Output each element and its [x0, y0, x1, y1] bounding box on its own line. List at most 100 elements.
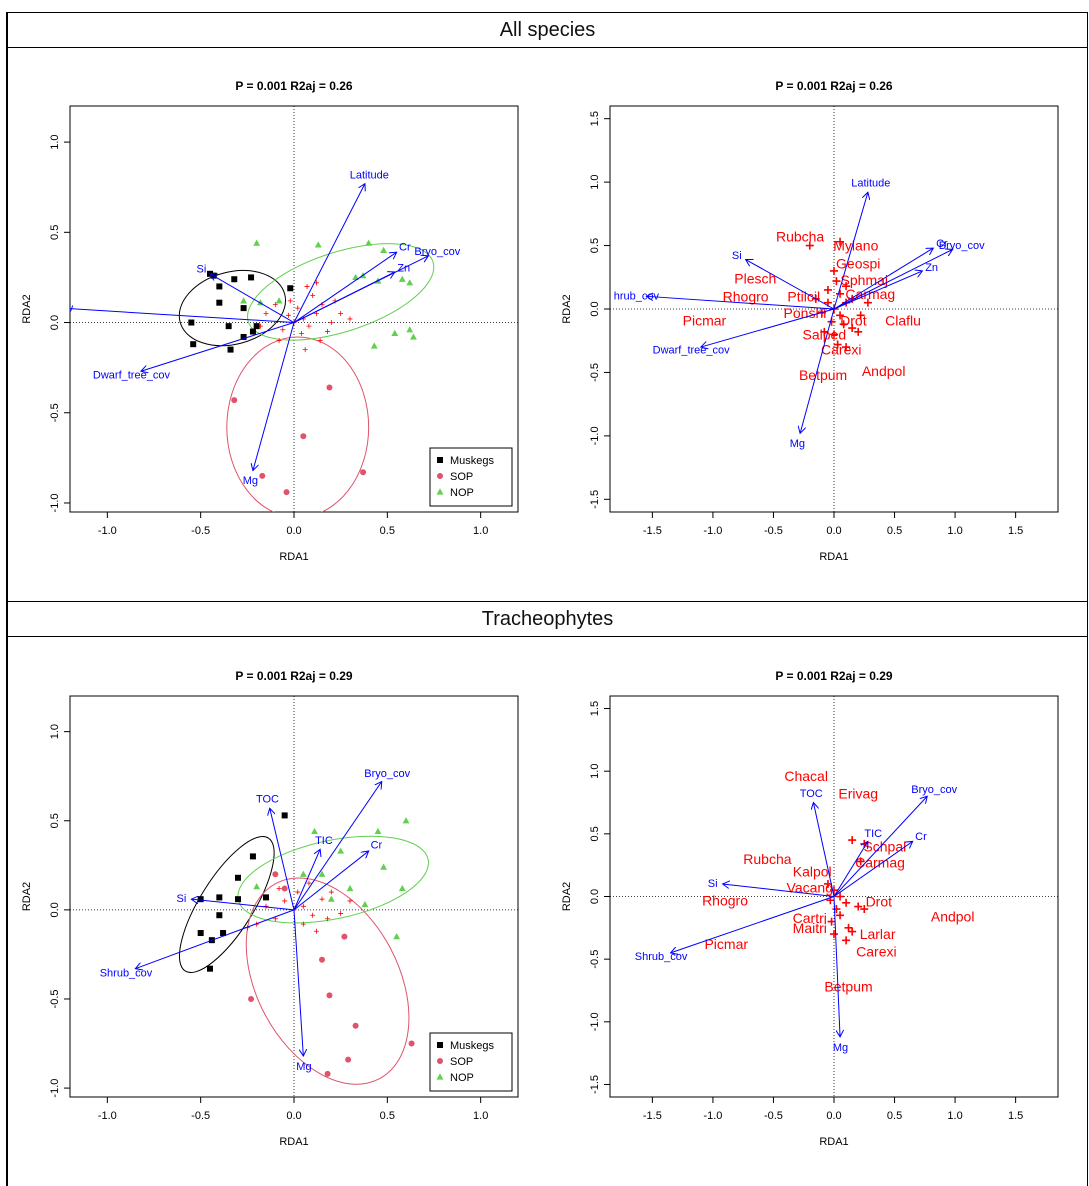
point-nop: [314, 241, 322, 248]
env-arrow-label: Cr: [936, 238, 948, 250]
species-label: Andpol: [862, 363, 906, 379]
y-tick-label: 1.5: [589, 701, 601, 716]
point-sop: [248, 995, 255, 1002]
species-label: Claflu: [885, 312, 921, 328]
species-label: Schpal: [863, 838, 906, 854]
species-cross: [842, 343, 851, 352]
env-arrow-label: Dwarf_tree_cov: [653, 345, 731, 357]
species-label: Rhogro: [702, 892, 748, 908]
point-sop: [283, 489, 290, 496]
species-label: Plesch: [734, 271, 776, 287]
point-muskegs: [216, 283, 223, 290]
species-cross: [304, 283, 310, 289]
env-arrow: [800, 308, 835, 433]
point-nop: [253, 239, 261, 246]
env-arrow-label: Si: [177, 893, 187, 905]
species-cross: [842, 898, 851, 907]
rda-plot-all-species-species: P = 0.001 R2aj = 0.26 -1.5 -1.0 -0.5 0.0 0.5 1…: [561, 79, 1059, 563]
species-label: Erivag: [838, 786, 878, 802]
point-muskegs: [207, 965, 213, 972]
species-cross: [313, 928, 319, 934]
y-tick-label: 0.5: [49, 813, 61, 828]
point-muskegs: [190, 341, 197, 348]
point-sop: [352, 1022, 359, 1029]
point-muskegs: [188, 319, 195, 326]
y-tick-label: -0.5: [49, 989, 61, 1008]
env-arrow: [833, 271, 922, 310]
env-arrow: [671, 896, 835, 953]
env-arrow-label: TIC: [315, 835, 333, 847]
y-tick-label: 0.5: [49, 225, 61, 240]
species-cross: [317, 338, 323, 344]
env-arrow-label: Bryo_cov: [414, 246, 460, 258]
x-tick-label: 0.0: [286, 525, 301, 537]
point-sop: [341, 933, 348, 940]
species-cross: [823, 879, 832, 888]
point-nop: [393, 933, 401, 940]
species-label: Ponshl: [784, 305, 827, 321]
env-arrow: [135, 909, 295, 969]
env-arrow-label: Zn: [397, 262, 410, 274]
point-muskegs: [281, 812, 288, 819]
species-cross: [830, 930, 838, 939]
env-arrow-label: Shrub_cov: [635, 951, 688, 963]
point-muskegs: [216, 894, 223, 901]
y-tick-label: -0.5: [589, 363, 601, 382]
species-cross: [272, 301, 278, 307]
point-nop: [275, 297, 283, 304]
species-cross: [347, 898, 353, 904]
point-nop: [380, 246, 387, 253]
species-cross: [842, 282, 851, 291]
ellipse-sop: [245, 877, 410, 1085]
point-nop: [380, 863, 387, 870]
rda-plot-all-species-sites: P = 0.001 R2aj = 0.26 -1.0 -0.5 0.0 0.5 1.0 -1…: [21, 79, 519, 563]
species-cross: [830, 266, 838, 275]
env-arrow-label: hrub_cov: [614, 291, 660, 303]
legend-label: Muskegs: [450, 1040, 495, 1052]
point-nop: [318, 870, 326, 877]
point-nop: [370, 342, 378, 349]
x-axis-label: RDA1: [819, 1136, 848, 1148]
y-tick-label: -1.0: [589, 1012, 601, 1031]
section-header-tracheophytes: Tracheophytes: [6, 601, 1088, 637]
y-tick-label: 0.0: [49, 902, 61, 917]
legend-box: [429, 447, 513, 507]
y-tick-label: -1.5: [589, 490, 601, 509]
legend-marker-sop: [437, 1058, 443, 1064]
x-tick-label: -1.5: [643, 525, 662, 537]
species-label: Geospi: [836, 255, 880, 271]
x-tick-label: -0.5: [764, 525, 783, 537]
env-arrow: [723, 884, 835, 897]
env-arrow-label: TIC: [864, 828, 882, 840]
plot-content: Latitude Cr Bryo_cov Zn Si hrub_cov Dwarf_tree…: [70, 170, 461, 512]
point-sop: [300, 433, 307, 440]
species-label: Betpum: [799, 367, 847, 383]
point-sop: [324, 1070, 331, 1077]
species-cross: [328, 889, 334, 895]
y-tick-label: 1.0: [49, 724, 61, 739]
env-arrow-label: TOC: [800, 788, 823, 800]
species-cross: [310, 292, 316, 298]
y-tick-label: -0.5: [49, 403, 61, 422]
species-cross: [347, 316, 353, 322]
point-muskegs: [240, 333, 247, 340]
y-tick-label: -1.5: [589, 1075, 601, 1094]
species-cross: [860, 905, 869, 914]
env-arrow: [293, 184, 365, 323]
env-arrow-label: Cr: [915, 831, 927, 843]
env-arrow: [701, 308, 835, 347]
env-arrow: [293, 252, 397, 323]
legend-marker-muskegs: [437, 457, 443, 463]
x-tick-label: -1.5: [643, 1110, 662, 1122]
species-label: Vacang: [787, 880, 833, 896]
y-tick-label: 1.0: [589, 764, 601, 779]
y-tick-label: 0.5: [589, 826, 601, 841]
species-cross: [295, 305, 301, 311]
y-tick-label: 1.5: [589, 111, 601, 126]
point-sop: [231, 397, 238, 404]
plot-title: P = 0.001 R2aj = 0.29: [775, 669, 893, 683]
y-tick-label: 0.0: [49, 315, 61, 330]
point-sop: [360, 469, 367, 476]
env-arrow: [833, 841, 913, 897]
env-arrow: [833, 192, 868, 310]
